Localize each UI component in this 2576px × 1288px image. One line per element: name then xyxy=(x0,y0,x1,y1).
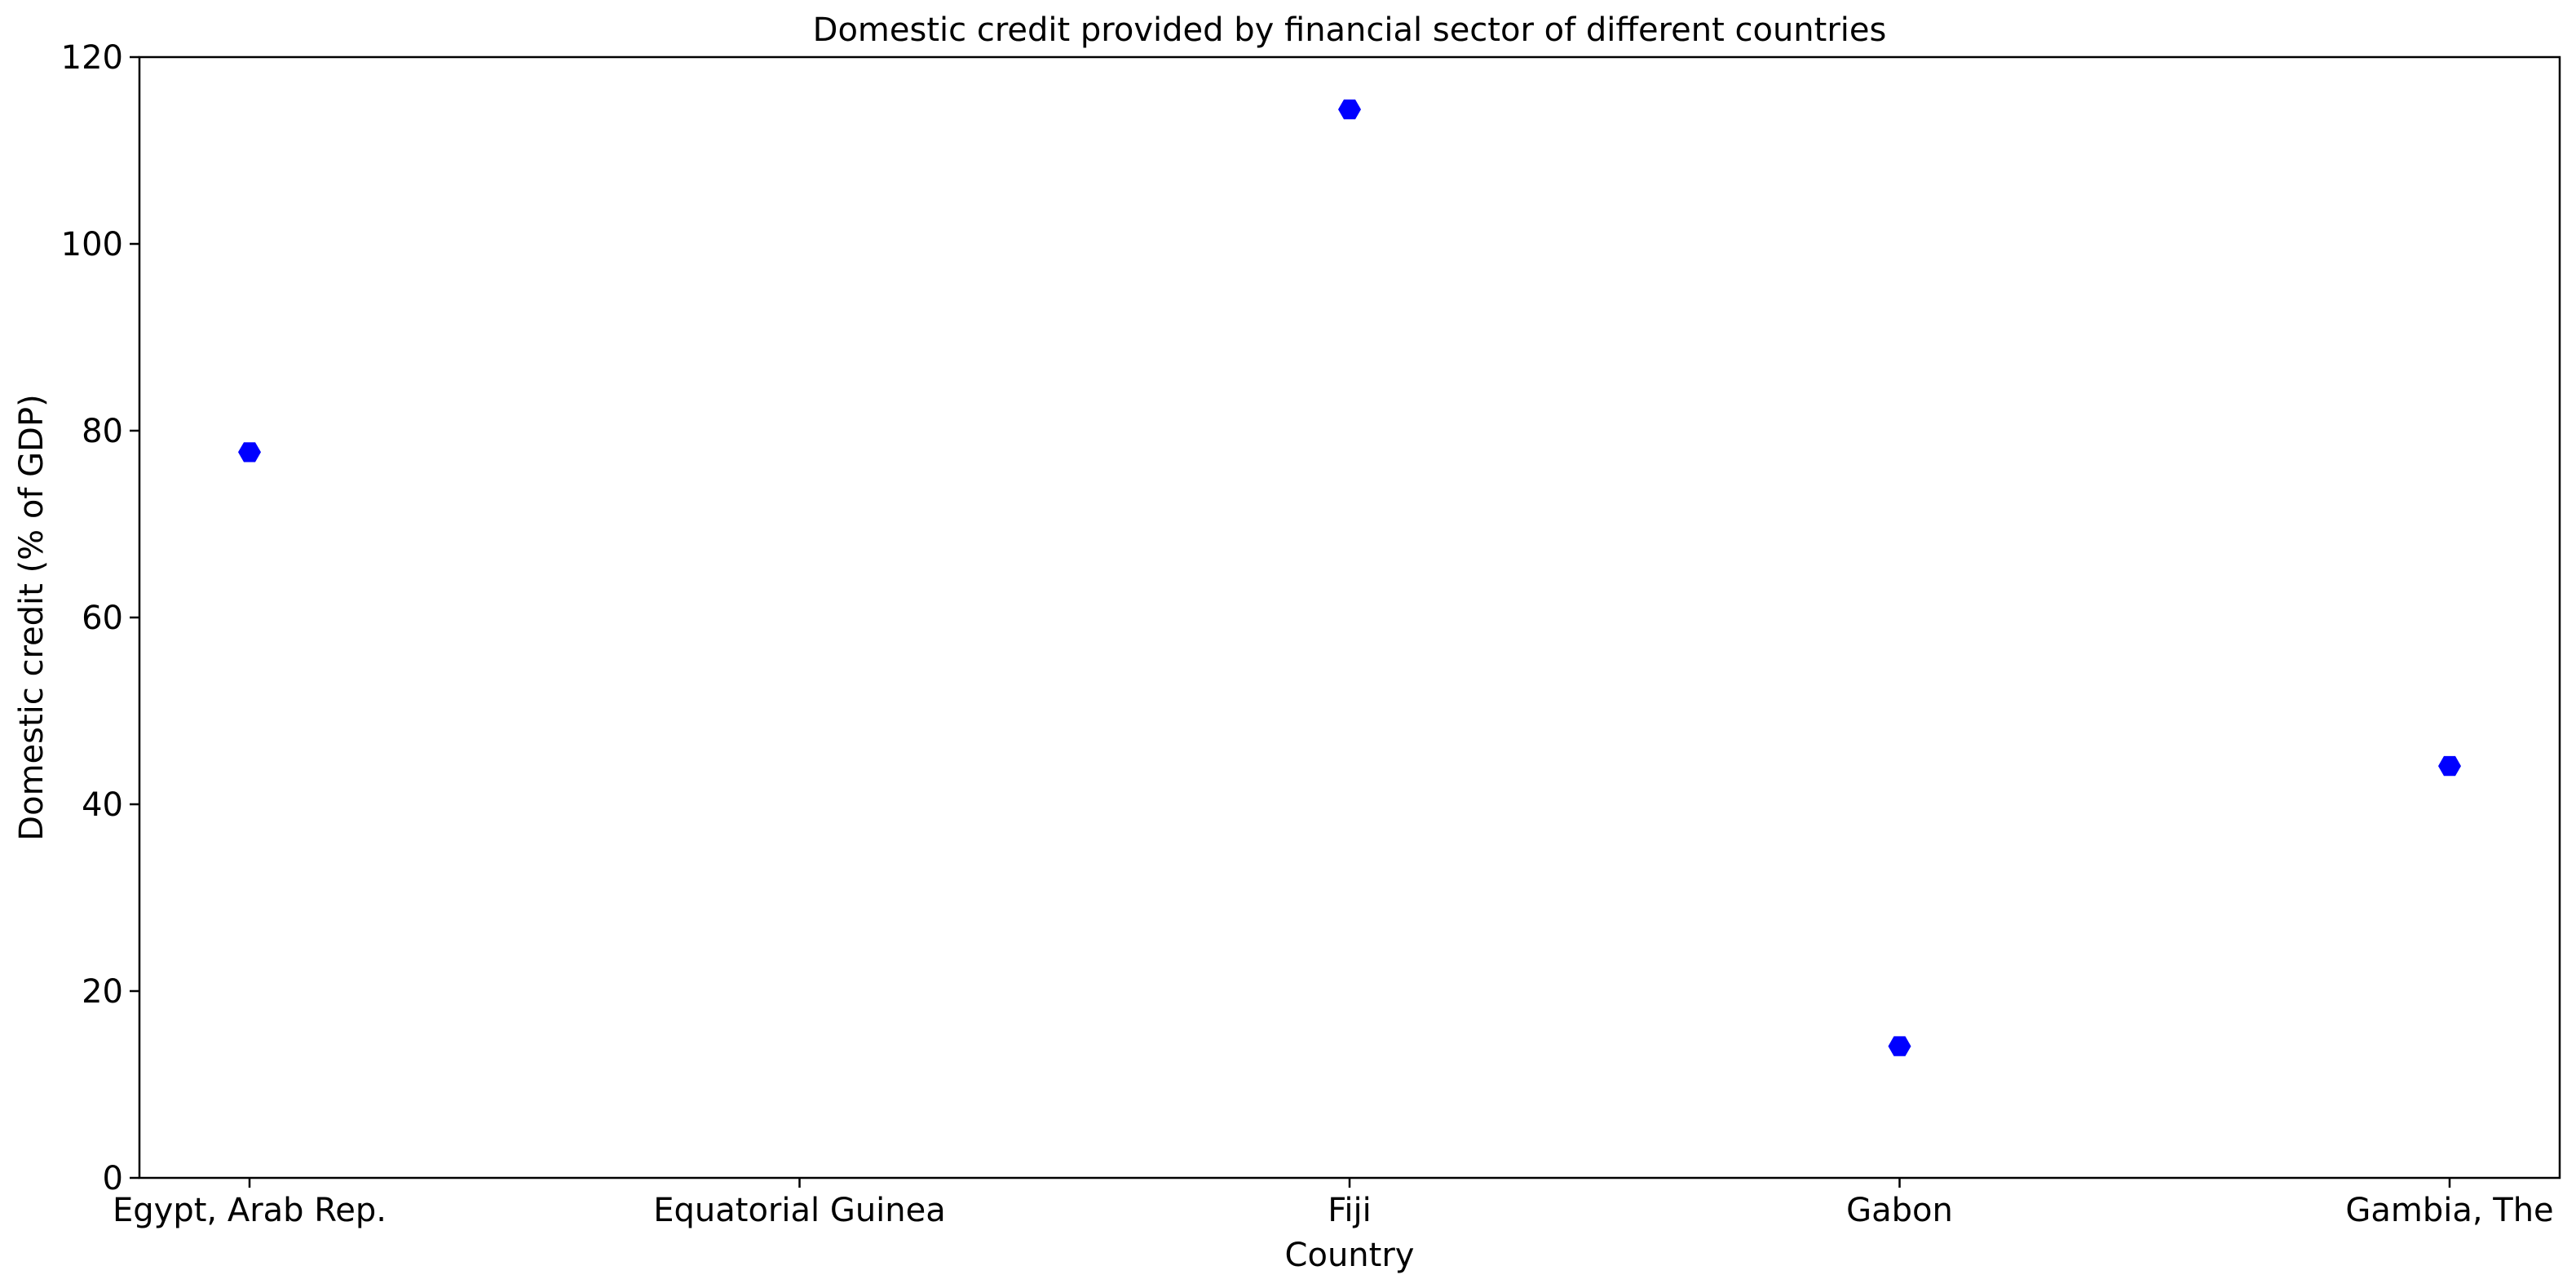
x-axis-label: Country xyxy=(1285,1237,1415,1274)
x-tick-label: Egypt, Arab Rep. xyxy=(113,1192,387,1229)
y-axis-label: Domestic credit (% of GDP) xyxy=(13,394,51,840)
x-axis: Egypt, Arab Rep. Equatorial Guinea Fiji Gab… xyxy=(113,1178,2554,1229)
y-tick-label: 60 xyxy=(82,600,123,637)
data-points xyxy=(238,100,2461,1056)
y-axis: 0 20 40 60 80 100 120 xyxy=(61,39,139,1197)
plot-frame xyxy=(138,55,2561,1180)
x-tick-label: Equatorial Guinea xyxy=(653,1192,946,1229)
data-point xyxy=(238,442,261,463)
data-point xyxy=(2438,755,2461,777)
x-tick-label: Gabon xyxy=(1846,1192,1953,1229)
data-point xyxy=(1888,1036,1911,1056)
y-tick-label: 0 xyxy=(103,1160,123,1197)
y-tick-label: 100 xyxy=(61,226,123,263)
y-tick-label: 120 xyxy=(61,39,123,77)
x-tick-label: Gambia, The xyxy=(2345,1192,2553,1229)
chart-title: Domestic credit provided by financial se… xyxy=(813,11,1887,49)
y-tick-label: 80 xyxy=(82,413,123,450)
data-point xyxy=(1338,100,1361,120)
y-tick-label: 20 xyxy=(82,973,123,1011)
x-tick-label: Fiji xyxy=(1328,1192,1371,1229)
y-tick-label: 40 xyxy=(82,786,123,824)
